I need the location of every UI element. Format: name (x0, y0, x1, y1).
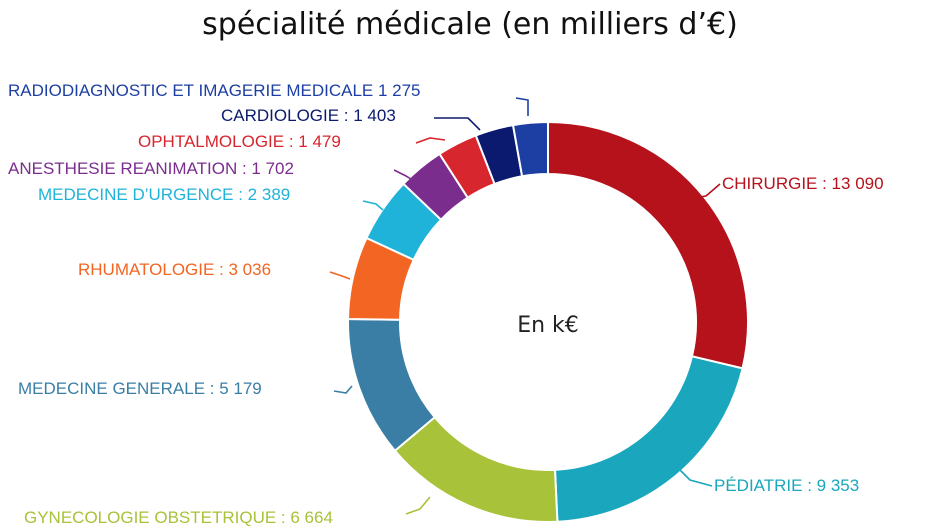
chart-title: spécialité médicale (en milliers d’€) (202, 7, 738, 42)
slice-pediatrie (553, 355, 744, 523)
leader-line-radiodiagnostic (515, 97, 529, 116)
center-label: En k€ (517, 313, 579, 338)
slice-label-medecine-generale: MEDECINE GENERALE : 5 179 (18, 379, 262, 398)
slice-label-medecine-urgence: MEDECINE D’URGENCE : 2 389 (38, 185, 290, 204)
slice-label-chirurgie: CHIRURGIE : 13 090 (722, 174, 884, 193)
slice-gynecologie (393, 415, 559, 523)
leader-line-cardiologie (434, 117, 481, 131)
leader-line-gynecologie (405, 496, 431, 515)
slice-label-pediatrie: PÉDIATRIE : 9 353 (714, 476, 859, 495)
slice-label-cardiologie: CARDIOLOGIE : 1 403 (221, 106, 396, 125)
leader-line-medecine-urgence (362, 200, 384, 211)
leader-line-anesthesie (393, 169, 415, 182)
labels-layer: CHIRURGIE : 13 090 PÉDIATRIE : 9 353 GYNEC… (8, 81, 884, 527)
slice-label-gynecologie: GYNECOLOGIE OBSTETRIQUE : 6 664 (24, 508, 333, 527)
leader-lines-layer (329, 97, 721, 515)
leader-line-rhumatologie (329, 271, 351, 280)
leader-line-ophtalmologie (415, 137, 446, 144)
leader-line-medecine-generale (333, 385, 353, 394)
slice-radiodiagnostic (511, 120, 549, 178)
slice-label-ophtalmologie: OPHTALMOLOGIE : 1 479 (138, 132, 341, 151)
leader-line-pediatrie (675, 465, 713, 487)
leader-line-chirurgie (693, 183, 721, 199)
slice-label-anesthesie: ANESTHESIE REANIMATION : 1 702 (8, 159, 294, 178)
slice-label-rhumatologie: RHUMATOLOGIE : 3 036 (78, 260, 271, 279)
slices-layer (347, 120, 749, 523)
slice-label-radiodiagnostic: RADIODIAGNOSTIC ET IMAGERIE MEDICALE 1 2… (8, 81, 421, 100)
